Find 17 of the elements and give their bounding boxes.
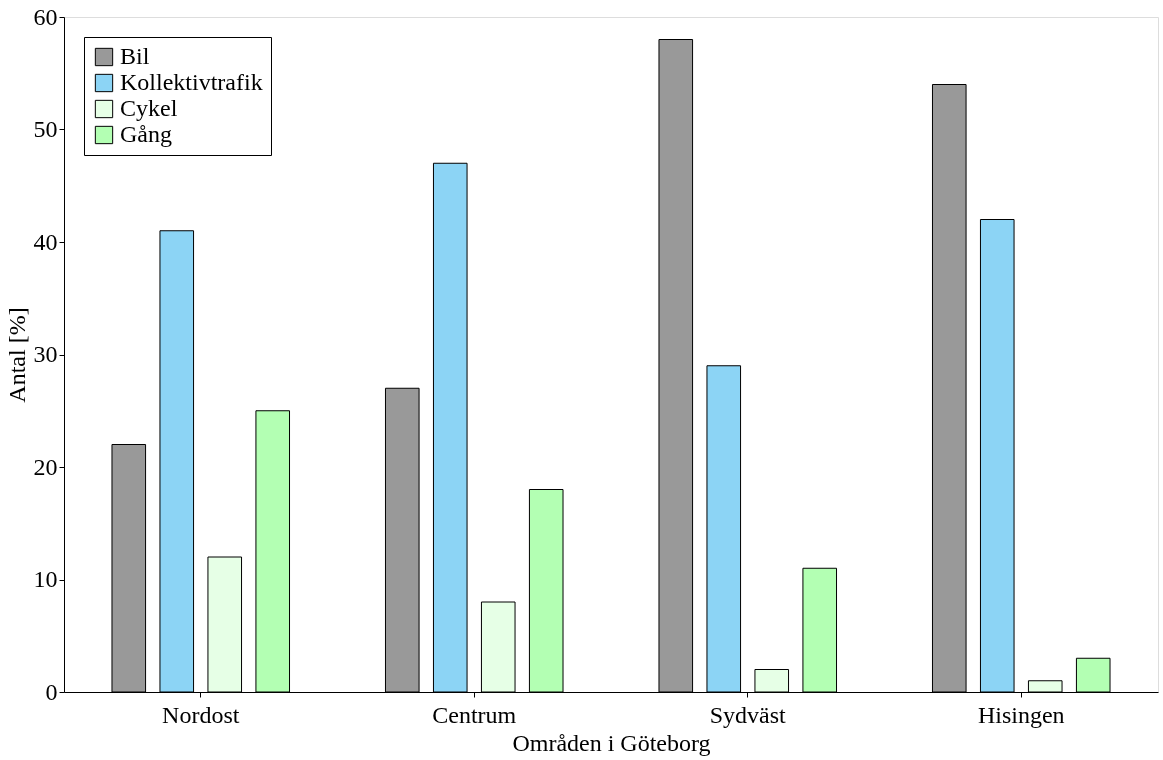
legend-label: Cykel bbox=[120, 95, 178, 121]
legend-label: Bil bbox=[120, 43, 150, 69]
x-axis-title: Områden i Göteborg bbox=[512, 729, 711, 756]
x-tick-label: Centrum bbox=[432, 701, 517, 728]
legend-label: Kollektivtrafik bbox=[120, 69, 263, 95]
y-axis-title: Antal [%] bbox=[3, 307, 30, 403]
x-tick-label: Nordost bbox=[162, 701, 240, 728]
x-tick-label: Sydväst bbox=[709, 701, 787, 728]
y-tick-label: 60 bbox=[33, 3, 58, 30]
y-tick-label: 10 bbox=[33, 566, 58, 592]
y-tick-label: 20 bbox=[33, 453, 58, 480]
y-tick-label: 50 bbox=[33, 116, 58, 142]
y-tick-label: 30 bbox=[33, 341, 58, 367]
y-tick-label: 0 bbox=[45, 678, 58, 705]
legend-label: Gång bbox=[120, 121, 172, 147]
y-tick-label: 40 bbox=[33, 228, 58, 255]
x-tick-label: Hisingen bbox=[977, 701, 1065, 728]
